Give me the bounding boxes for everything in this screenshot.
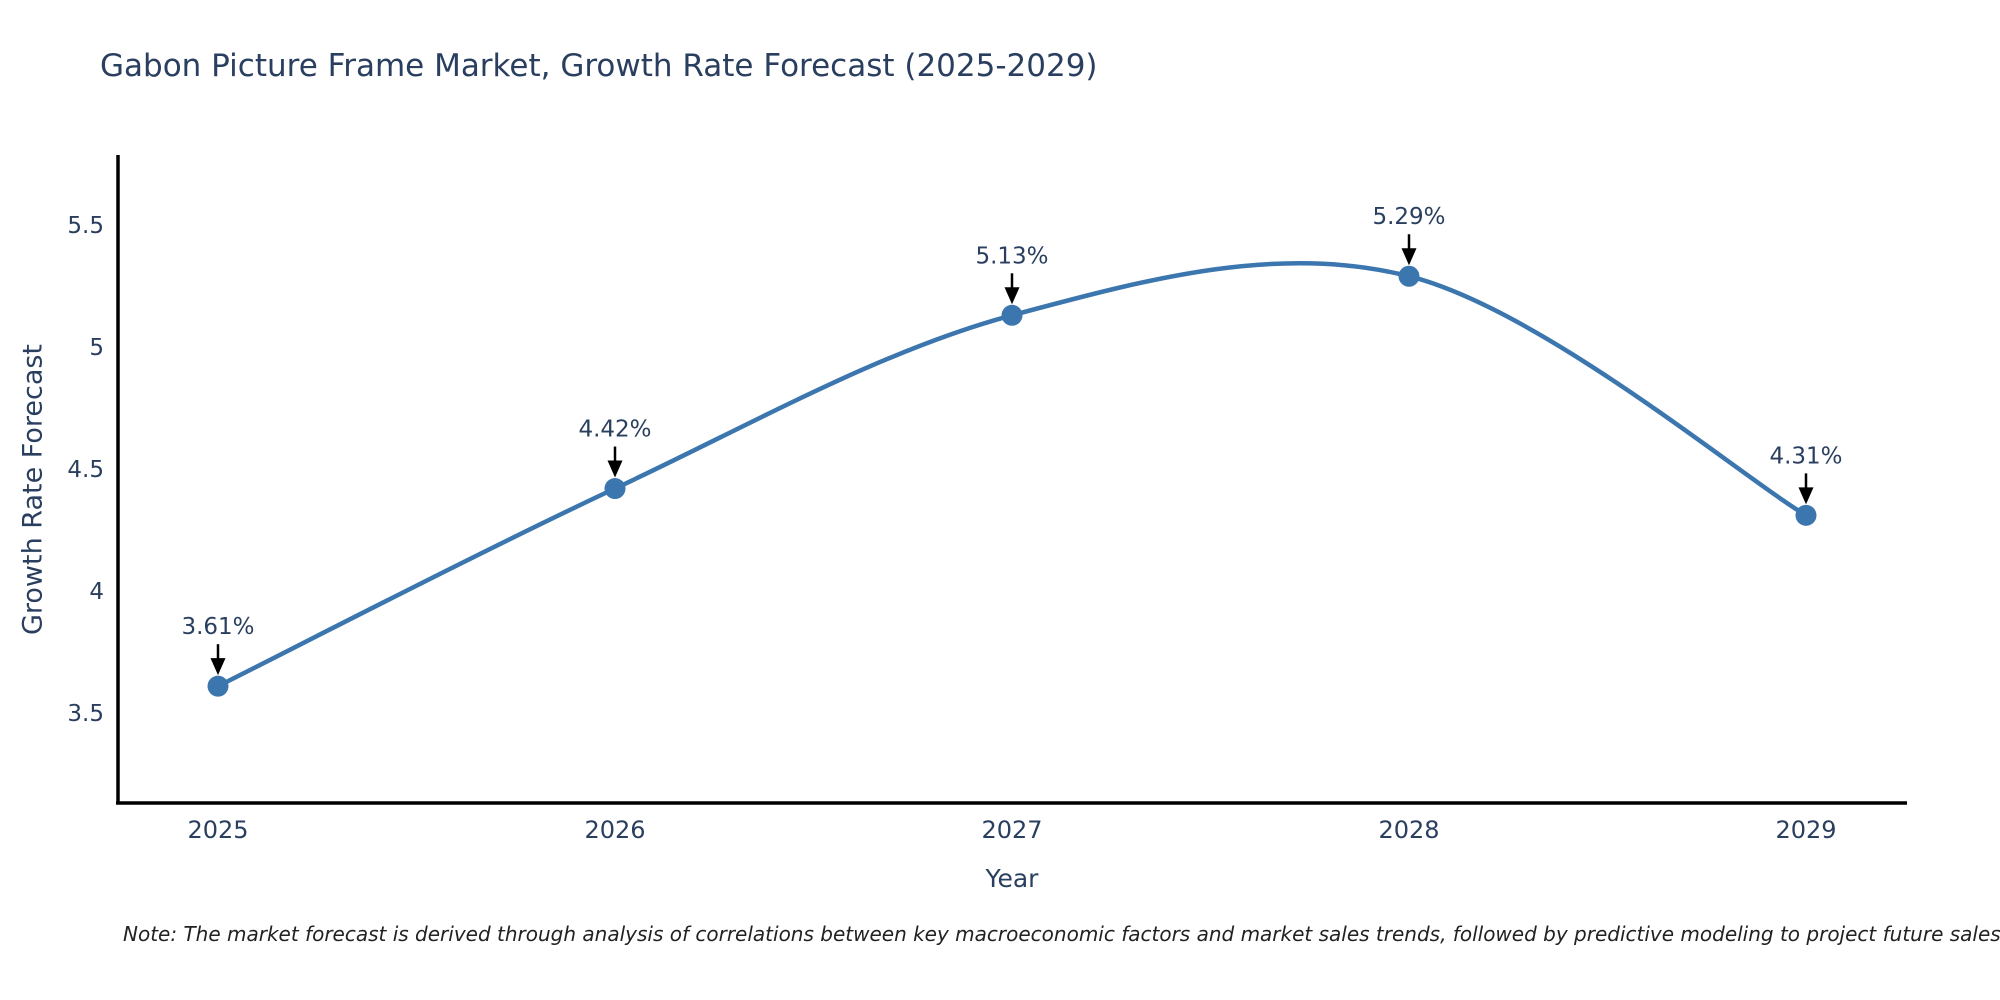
data-label: 4.31% xyxy=(1769,443,1842,469)
x-tick-label: 2027 xyxy=(981,816,1042,844)
chart-title: Gabon Picture Frame Market, Growth Rate … xyxy=(100,48,1098,84)
x-tick-label: 2026 xyxy=(584,816,645,844)
x-tick-label: 2029 xyxy=(1775,816,1836,844)
data-point-marker xyxy=(1001,304,1023,326)
data-point-marker xyxy=(1398,265,1420,287)
y-tick-label: 4 xyxy=(89,579,104,605)
data-point-marker xyxy=(1795,504,1817,526)
x-axis-title: Year xyxy=(985,864,1039,893)
data-label: 5.13% xyxy=(975,243,1048,269)
x-tick-label: 2025 xyxy=(187,816,248,844)
y-tick-label: 4.5 xyxy=(67,457,104,483)
y-tick-label: 3.5 xyxy=(67,701,104,727)
data-label: 5.29% xyxy=(1372,204,1445,230)
annotation-arrow-head xyxy=(1004,287,1020,305)
footnote: Note: The market forecast is derived thr… xyxy=(123,922,2000,946)
data-label: 4.42% xyxy=(578,417,651,443)
data-point-marker xyxy=(604,478,626,500)
data-label: 3.61% xyxy=(181,614,254,640)
annotation-arrow-head xyxy=(210,658,226,676)
data-point-marker xyxy=(207,675,229,697)
y-tick-label: 5 xyxy=(89,335,104,361)
y-tick-label: 5.5 xyxy=(67,213,104,239)
series-line xyxy=(215,260,1809,689)
annotation-arrow-head xyxy=(1401,248,1417,266)
annotation-arrow-head xyxy=(1798,487,1814,505)
annotation-arrow-head xyxy=(607,460,623,478)
x-tick-label: 2028 xyxy=(1378,816,1439,844)
